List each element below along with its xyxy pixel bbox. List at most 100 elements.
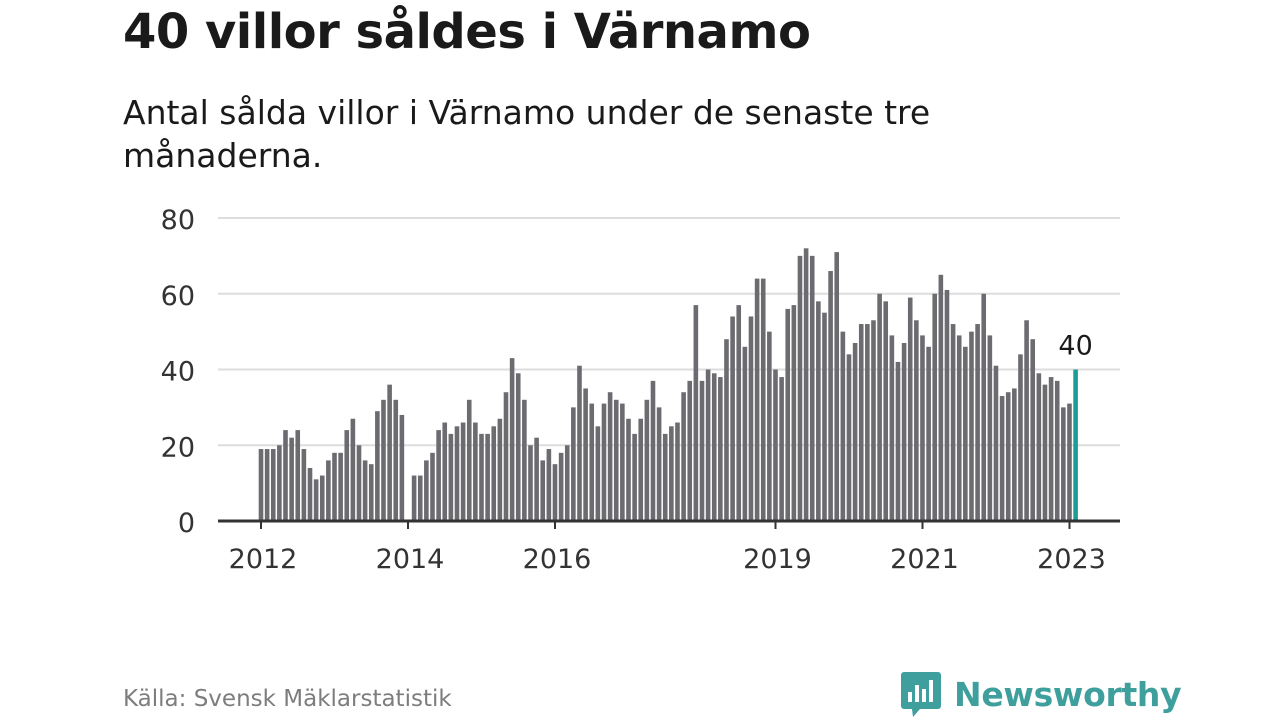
bar — [920, 335, 925, 521]
bar — [895, 361, 901, 521]
bar — [742, 346, 748, 521]
bar — [485, 433, 490, 521]
bar — [932, 293, 938, 521]
bar — [558, 452, 564, 521]
bar — [809, 255, 815, 521]
bar — [938, 274, 944, 521]
axes — [218, 519, 1120, 529]
bar — [270, 449, 276, 521]
bar — [656, 407, 662, 521]
bar — [877, 293, 882, 521]
bar — [730, 316, 735, 521]
bar — [760, 278, 766, 521]
bar — [852, 342, 858, 521]
bar — [950, 324, 956, 521]
bar — [583, 388, 588, 521]
bar-chart: 0 20 40 60 80 40 2012 2014 2016 2019 2021 2023 — [161, 205, 1120, 575]
bar — [724, 339, 729, 521]
chart-title: 40 villor såldes i Värnamo — [123, 4, 811, 60]
bar — [662, 433, 668, 521]
bar — [411, 475, 417, 521]
bar — [797, 255, 803, 521]
bar — [528, 445, 533, 521]
brand-name: Newsworthy — [954, 674, 1182, 714]
bar — [638, 418, 644, 521]
bar — [289, 437, 294, 521]
bar — [987, 335, 993, 521]
bar — [546, 449, 552, 521]
x-tick-label: 2019 — [743, 544, 812, 575]
bar — [834, 252, 840, 521]
bar — [552, 464, 558, 521]
bar — [283, 430, 288, 521]
bar — [981, 293, 987, 521]
bar — [258, 449, 264, 521]
bar — [295, 430, 301, 521]
bar — [522, 399, 527, 521]
bar — [393, 399, 399, 521]
bar — [454, 426, 460, 521]
y-tick-label: 40 — [161, 357, 195, 388]
bar — [718, 377, 723, 521]
bar — [681, 392, 686, 521]
y-tick-label: 80 — [161, 205, 195, 236]
bar — [773, 369, 778, 521]
bar — [883, 301, 889, 521]
bar — [650, 380, 656, 521]
bar — [926, 346, 931, 521]
bar — [466, 399, 472, 521]
bar — [963, 346, 968, 521]
bar — [907, 297, 913, 521]
bar — [473, 422, 478, 521]
x-tick-label: 2016 — [523, 544, 592, 575]
bar — [564, 445, 570, 521]
bar — [1061, 407, 1066, 521]
bar — [356, 445, 362, 521]
bar — [362, 460, 368, 521]
axis-labels: 0 20 40 60 80 40 2012 2014 2016 2019 2021 2023 — [161, 205, 1106, 575]
bar — [589, 403, 595, 521]
bar — [620, 403, 625, 521]
bar — [846, 354, 852, 521]
bar — [442, 422, 448, 521]
bar — [956, 335, 962, 521]
bar — [1054, 380, 1060, 521]
bar — [901, 342, 907, 521]
bar — [975, 324, 980, 521]
bar — [705, 369, 711, 521]
bar — [368, 464, 374, 521]
bar — [1030, 339, 1036, 521]
bar — [754, 278, 760, 521]
bar — [711, 373, 717, 521]
bar — [332, 452, 337, 521]
bar — [301, 449, 307, 521]
x-tick-label: 2023 — [1037, 544, 1106, 575]
x-tick-label: 2014 — [376, 544, 445, 575]
bar — [613, 399, 619, 521]
bar — [350, 418, 356, 521]
bar — [816, 301, 821, 521]
bar — [687, 380, 693, 521]
bar — [338, 452, 343, 521]
bar — [828, 271, 833, 521]
bar — [1012, 388, 1017, 521]
bar — [626, 418, 631, 521]
bar — [736, 305, 742, 521]
bar — [577, 365, 582, 521]
bar — [871, 320, 876, 521]
bar — [1005, 392, 1011, 521]
brand[interactable]: Newsworthy — [900, 670, 1182, 718]
bar — [540, 460, 546, 521]
bar — [675, 422, 680, 521]
bar — [509, 358, 515, 521]
bar — [460, 422, 466, 521]
bar — [1024, 320, 1029, 521]
bar — [644, 399, 650, 521]
bar — [993, 365, 999, 521]
bar — [387, 384, 392, 521]
bar — [436, 430, 441, 521]
bar — [381, 399, 386, 521]
bar — [785, 308, 791, 521]
bar — [840, 331, 846, 521]
x-tick-label: 2021 — [890, 544, 959, 575]
